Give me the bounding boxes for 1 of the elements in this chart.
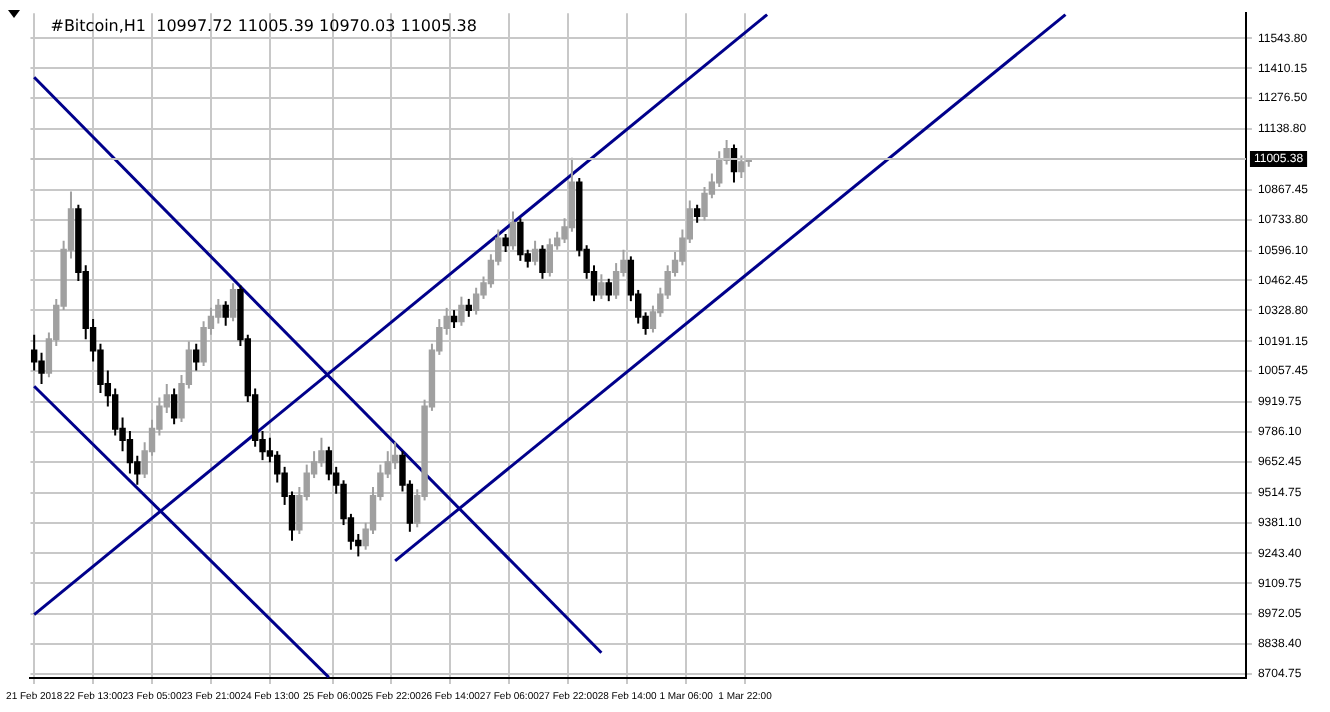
chart-title: #Bitcoin,H1 10997.72 11005.39 10970.03 11005.38 [50, 17, 477, 36]
